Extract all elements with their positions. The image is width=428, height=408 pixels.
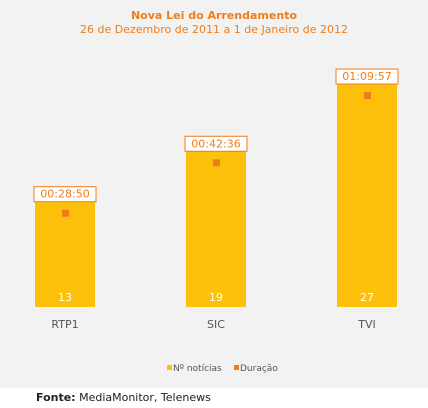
- duration-marker: [62, 209, 69, 217]
- chart-subtitle: 26 de Dezembro de 2011 a 1 de Janeiro de…: [80, 23, 348, 36]
- source-label: Fonte:: [36, 391, 76, 404]
- duration-label-box: [33, 186, 97, 203]
- duration-marker: [364, 92, 371, 100]
- duration-label-box: [184, 135, 248, 152]
- duration-label: 00:28:50: [40, 188, 89, 201]
- bar-value-label: 27: [360, 291, 374, 304]
- legend-entry: Nº notícias: [173, 364, 222, 374]
- chart-area: Nova Lei do Arrendamento 26 de Dezembro …: [0, 0, 428, 388]
- legend-entry: Duração: [240, 364, 278, 374]
- legend-swatch: [167, 365, 172, 370]
- source-text: MediaMonitor, Telenews: [79, 391, 211, 404]
- source-note: Fonte: MediaMonitor, Telenews: [36, 391, 211, 404]
- bar-value-label: 13: [58, 291, 72, 304]
- legend: Nº notícias Duração: [167, 364, 278, 374]
- duration-label: 01:09:57: [342, 70, 391, 83]
- category-label: SIC: [207, 318, 225, 331]
- duration-marker: [213, 159, 220, 167]
- bar-sic: [186, 147, 246, 307]
- duration-label-box: [335, 68, 399, 85]
- chart-title: Nova Lei do Arrendamento: [131, 9, 297, 22]
- category-label: RTP1: [51, 318, 78, 331]
- category-label: TVI: [357, 318, 376, 331]
- duration-label: 00:42:36: [191, 137, 240, 150]
- bar-chart: Nova Lei do Arrendamento 26 de Dezembro …: [33, 9, 399, 374]
- bar-value-label: 19: [209, 291, 223, 304]
- legend-swatch: [234, 365, 239, 370]
- plot-area: 13 00:28:50 RTP1 19 00:42:36 SIC 27 01:09:57 TVI: [33, 68, 399, 331]
- bar-tvi: [337, 80, 397, 307]
